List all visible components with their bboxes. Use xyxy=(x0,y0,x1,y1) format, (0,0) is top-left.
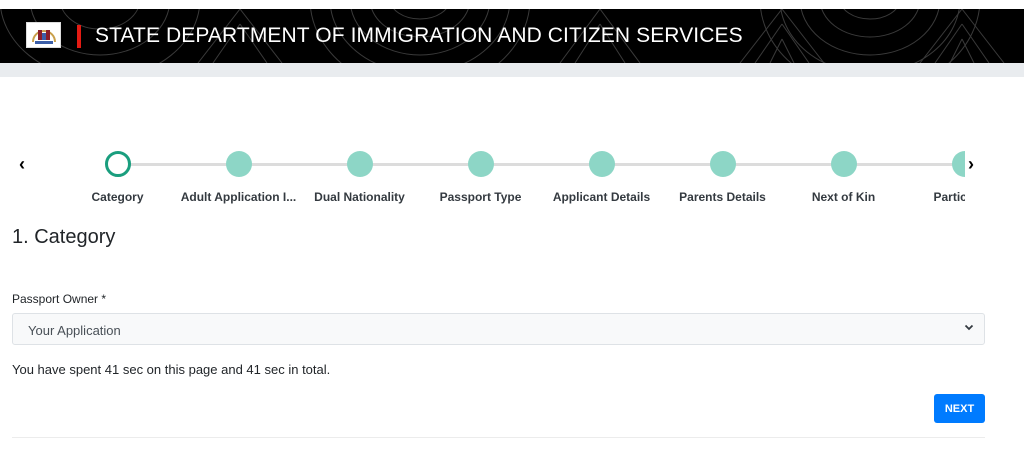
step-label: Particulars xyxy=(933,190,965,204)
step-label: Category xyxy=(91,190,144,204)
next-button[interactable]: NEXT xyxy=(934,394,985,423)
step-label: Parents Details xyxy=(679,190,766,204)
step-circle xyxy=(225,151,252,177)
step-label: Passport Type xyxy=(439,190,522,204)
step-circle xyxy=(588,151,615,177)
step-label: Applicant Details xyxy=(552,190,651,204)
chevron-left-icon[interactable]: ‹ xyxy=(19,154,25,174)
time-spent-text: You have spent 41 sec on this page and 4… xyxy=(12,362,331,377)
step-circle xyxy=(709,151,736,177)
step-label: Dual Nationality xyxy=(314,190,405,204)
step-label: Next of Kin xyxy=(811,190,876,204)
footer-divider xyxy=(12,437,985,438)
step-circle xyxy=(830,151,857,177)
step-circle xyxy=(467,151,494,177)
chevron-down-icon xyxy=(964,324,974,331)
top-strip xyxy=(0,0,1024,9)
step-circle xyxy=(346,151,373,177)
step-category[interactable]: Category xyxy=(57,140,178,204)
passport-owner-label: Passport Owner * xyxy=(12,292,107,306)
progress-stepper: ‹ Category Adult Application I... Dual N… xyxy=(0,140,1024,210)
passport-owner-value: Your Application xyxy=(28,323,121,338)
step-parents-details[interactable]: Parents Details xyxy=(662,140,783,204)
step-particulars[interactable]: Particulars xyxy=(904,140,965,204)
section-title: 1. Category xyxy=(12,226,116,248)
steps-track: Category Adult Application I... Dual Nat… xyxy=(40,140,965,210)
step-adult-application[interactable]: Adult Application I... xyxy=(178,140,299,204)
header-pattern xyxy=(0,9,1005,63)
step-dual-nationality[interactable]: Dual Nationality xyxy=(299,140,420,204)
step-connector-line xyxy=(117,163,964,166)
header-title: STATE DEPARTMENT OF IMMIGRATION AND CITI… xyxy=(95,24,743,47)
step-passport-type[interactable]: Passport Type xyxy=(420,140,541,204)
header-accent-bar xyxy=(77,25,81,48)
coat-of-arms-icon xyxy=(26,22,61,48)
site-header: STATE DEPARTMENT OF IMMIGRATION AND CITI… xyxy=(0,9,1024,63)
step-circle xyxy=(951,151,965,177)
step-label: Adult Application I... xyxy=(180,190,297,204)
passport-owner-select[interactable]: Your Application xyxy=(12,313,985,345)
step-circle-current xyxy=(104,151,131,177)
header-subbar xyxy=(0,63,1024,77)
step-applicant-details[interactable]: Applicant Details xyxy=(541,140,662,204)
step-next-of-kin[interactable]: Next of Kin xyxy=(783,140,904,204)
chevron-right-icon[interactable]: › xyxy=(968,154,974,174)
